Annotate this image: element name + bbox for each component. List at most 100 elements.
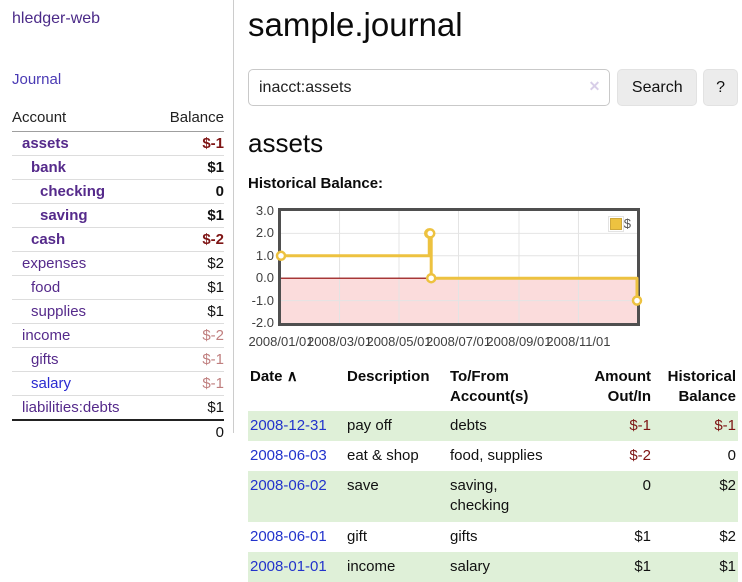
- account-link-saving[interactable]: saving: [40, 207, 88, 224]
- accounts-total-row: 0: [12, 419, 224, 444]
- account-link-checking[interactable]: checking: [40, 183, 106, 200]
- historical-balance-chart: 3.0 2.0 1.0 0.0 -1.0 -2.0 $ 2008/01/01 2008/03…: [248, 203, 738, 350]
- account-row-cash: cash $-2: [12, 227, 224, 252]
- account-balance: $1: [152, 299, 224, 324]
- page-title: sample.journal: [248, 6, 463, 43]
- app-brand-link[interactable]: hledger-web: [12, 10, 101, 27]
- legend-label: $: [623, 216, 631, 231]
- x-axis-tick-label: 2008/03/01: [306, 334, 373, 349]
- account-heading: assets: [248, 128, 324, 158]
- account-link-salary[interactable]: salary: [31, 375, 72, 392]
- txn-accounts: saving, checking: [450, 477, 510, 515]
- chart-title: Historical Balance:: [248, 175, 384, 192]
- txn-amount: $1: [634, 527, 651, 545]
- account-link-cash[interactable]: cash: [31, 231, 66, 248]
- txn-amount: $-1: [629, 416, 651, 434]
- account-balance: $1: [152, 203, 224, 228]
- sidebar-item-journal[interactable]: Journal: [12, 71, 62, 88]
- clear-search-icon[interactable]: ✕: [588, 78, 601, 94]
- register-row: 2008-06-02 save saving, checking 0 $2: [248, 471, 738, 522]
- accounts-header-row: Account Balance: [12, 106, 224, 132]
- txn-date-link[interactable]: 2008-06-03: [250, 446, 327, 464]
- account-balance: 0: [152, 179, 224, 204]
- txn-accounts: salary: [450, 557, 491, 575]
- account-link-liabilities-debts[interactable]: liabilities:debts: [22, 399, 120, 416]
- register-table: Date ∧ Description To/From Account(s) Am…: [248, 364, 738, 582]
- y-axis-tick-label: 2.0: [255, 225, 274, 241]
- account-balance: $-1: [202, 135, 224, 152]
- account-row-checking: checking 0: [12, 179, 224, 204]
- account-row-saving: saving $1: [12, 203, 224, 228]
- txn-accounts: gifts: [450, 527, 478, 545]
- account-link-gifts[interactable]: gifts: [31, 351, 59, 368]
- account-link-supplies[interactable]: supplies: [31, 303, 87, 320]
- account-balance: $-1: [152, 347, 224, 372]
- accounts-col-balance: Balance: [152, 106, 224, 132]
- account-link-bank[interactable]: bank: [31, 159, 67, 176]
- search-form: ✕ Search ?: [248, 69, 738, 106]
- y-axis-tick-label: -2.0: [251, 315, 274, 330]
- search-input-wrap: ✕: [248, 69, 611, 106]
- txn-amount: 0: [642, 477, 651, 494]
- y-axis-tick-label: 0.0: [255, 270, 274, 286]
- register-header-row: Date ∧ Description To/From Account(s) Am…: [248, 364, 738, 411]
- account-row-assets: assets $-1: [12, 132, 224, 156]
- txn-amount: $-2: [629, 446, 651, 464]
- txn-balance: 0: [727, 446, 736, 464]
- txn-date-link[interactable]: 2008-12-31: [250, 416, 327, 434]
- sort-asc-icon: ∧: [286, 368, 298, 385]
- txn-balance: $2: [719, 527, 736, 545]
- accounts-total-value: 0: [152, 419, 224, 444]
- txn-description: eat & shop: [347, 446, 419, 464]
- account-link-food[interactable]: food: [31, 279, 61, 296]
- chart-plot-area: $: [275, 208, 643, 326]
- txn-balance: $-1: [714, 416, 736, 434]
- register-col-date[interactable]: Date ∧: [250, 368, 298, 385]
- register-row: 2008-12-31 pay off debts $-1 $-1: [248, 410, 738, 441]
- account-row-food: food $1: [12, 275, 224, 300]
- account-link-expenses[interactable]: expenses: [22, 255, 87, 272]
- search-input[interactable]: [248, 69, 611, 106]
- account-balance: $1: [152, 395, 224, 420]
- y-axis-tick-label: 3.0: [255, 203, 274, 218]
- accounts-col-account: Account: [12, 106, 153, 132]
- help-button[interactable]: ?: [703, 69, 738, 106]
- register-col-historical: Historical Balance: [667, 368, 736, 406]
- account-row-gifts: gifts $-1: [12, 347, 224, 372]
- x-axis-tick-label: 2008/11/01: [546, 334, 611, 349]
- register-col-description: Description: [347, 368, 430, 385]
- account-row-expenses: expenses $2: [12, 251, 224, 276]
- txn-date-link[interactable]: 2008-01-01: [250, 557, 327, 575]
- x-axis-tick-label: 2008/05/01: [366, 334, 432, 349]
- account-row-income: income $-2: [12, 323, 224, 348]
- legend-swatch-icon: [607, 215, 624, 232]
- txn-amount: $1: [634, 557, 651, 575]
- account-row-salary: salary $-1: [12, 371, 224, 396]
- account-row-supplies: supplies $1: [12, 299, 224, 324]
- x-axis-tick-label: 2008/09/01: [486, 334, 552, 349]
- register-row: 2008-01-01 income salary $1 $1: [248, 551, 738, 582]
- register-row: 2008-06-01 gift gifts $1 $2: [248, 522, 738, 552]
- account-link-assets[interactable]: assets: [22, 135, 69, 152]
- txn-description: income: [347, 557, 396, 575]
- y-axis-tick-label: 1.0: [255, 247, 274, 263]
- txn-description: pay off: [347, 416, 392, 434]
- search-button[interactable]: Search: [617, 69, 698, 106]
- account-row-liabilities-debts: liabilities:debts $1: [12, 395, 224, 420]
- txn-balance: $2: [719, 477, 736, 494]
- y-axis-tick-label: -1.0: [251, 292, 274, 308]
- account-link-income[interactable]: income: [22, 327, 71, 344]
- txn-date-link[interactable]: 2008-06-02: [250, 477, 327, 494]
- account-balance: $1: [152, 155, 224, 180]
- txn-description: gift: [347, 527, 368, 545]
- txn-date-link[interactable]: 2008-06-01: [250, 527, 327, 545]
- main-content: sample.journal ✕ Search ? assets Histori…: [248, 0, 738, 582]
- accounts-balance-table: Account Balance assets $-1 bank $1 check…: [12, 106, 224, 444]
- txn-accounts: debts: [450, 416, 487, 434]
- register-col-amount: Amount Out/In: [594, 368, 651, 406]
- x-axis-tick-label: 2008/01/01: [248, 334, 314, 349]
- account-balance: $1: [152, 275, 224, 300]
- chart-canvas: [275, 211, 643, 323]
- account-row-bank: bank $1: [12, 155, 224, 180]
- sidebar: hledger-web Journal Account Balance asse…: [0, 0, 234, 582]
